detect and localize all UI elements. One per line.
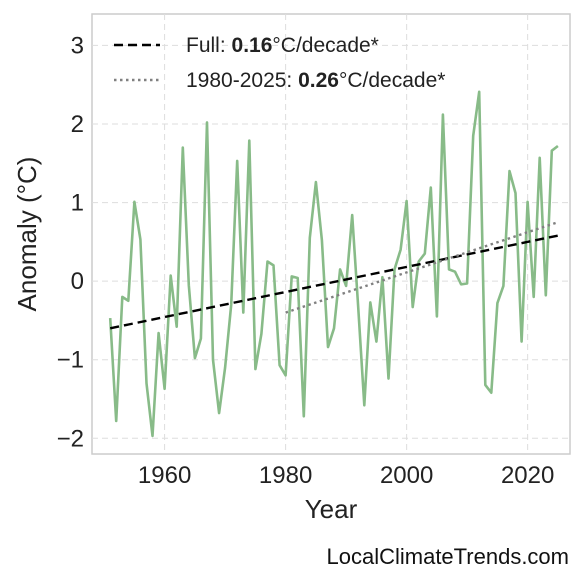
legend-label-full-trend: Full: 0.16°C/decade* xyxy=(186,34,379,57)
x-tick-label: 2020 xyxy=(501,462,554,489)
x-tick-labels: 1960 1980 2000 2020 xyxy=(138,462,554,489)
full-trend-line xyxy=(109,234,559,330)
x-tick-label: 1960 xyxy=(138,462,191,489)
grid xyxy=(92,14,570,454)
site-watermark: LocalClimateTrends.com xyxy=(326,544,570,569)
anomaly-line xyxy=(108,90,559,438)
y-tick-label: 1 xyxy=(71,190,84,217)
plot-frame xyxy=(91,13,571,455)
y-axis-title: Anomaly (°C) xyxy=(12,157,42,312)
y-tick-label: 3 xyxy=(71,32,84,59)
y-tick-label: 0 xyxy=(71,268,84,295)
x-tick-label: 2000 xyxy=(380,462,433,489)
series-layer xyxy=(108,90,559,438)
x-axis-title: Year xyxy=(305,494,358,524)
legend: Full: 0.16°C/decade* 1980-2025: 0.26°C/de… xyxy=(114,34,445,92)
x-tick-label: 1980 xyxy=(259,462,312,489)
legend-label-recent-trend: 1980-2025: 0.26°C/decade* xyxy=(186,69,445,92)
y-tick-label: 2 xyxy=(71,111,84,138)
y-tick-label: −2 xyxy=(57,425,84,452)
y-tick-labels: 3 2 1 0 −1 −2 xyxy=(57,32,84,452)
y-tick-label: −1 xyxy=(57,347,84,374)
